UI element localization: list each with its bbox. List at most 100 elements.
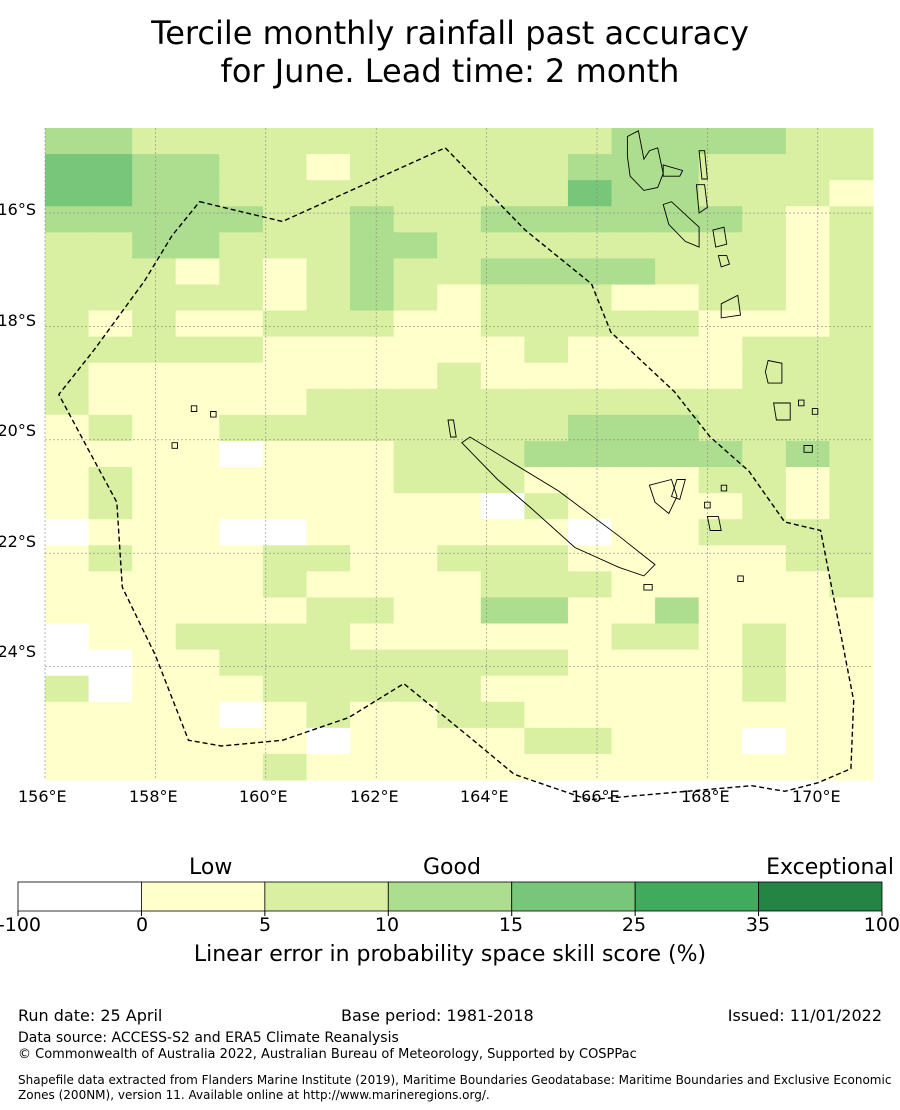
grid-cell <box>88 336 133 364</box>
grid-cell <box>175 753 220 781</box>
grid-cell <box>132 519 177 546</box>
grid-cell <box>393 440 438 468</box>
grid-cell <box>393 180 438 207</box>
grid-cell <box>306 571 351 598</box>
grid-cell <box>742 649 787 677</box>
grid-cell <box>655 597 700 625</box>
island-outline <box>773 402 791 421</box>
grid-cell <box>524 128 569 155</box>
grid-cell <box>655 206 700 233</box>
grid-cell <box>219 180 264 207</box>
grid-cell <box>350 232 395 259</box>
grid-cell <box>742 154 787 181</box>
grid-cell <box>88 675 133 703</box>
grid-cell <box>88 180 133 207</box>
grid-cell <box>567 206 613 233</box>
grid-cell <box>219 649 264 677</box>
grid-cell <box>393 571 438 598</box>
grid-cell <box>742 440 787 468</box>
grid-cell <box>524 545 569 572</box>
grid-cell <box>132 727 177 755</box>
grid-cell <box>45 232 90 259</box>
grid-cell <box>219 362 264 390</box>
grid-cell <box>480 128 525 155</box>
island-outline <box>190 405 198 412</box>
grid-cell <box>175 467 220 494</box>
grid-cell <box>175 649 220 677</box>
grid-cell <box>785 649 830 677</box>
grid-cell <box>393 519 438 546</box>
grid-cell <box>785 571 830 598</box>
grid-cell <box>698 493 743 520</box>
grid-cell <box>175 388 220 416</box>
data-source: Data source: ACCESS-S2 and ERA5 Climate … <box>18 1030 399 1046</box>
island-outline <box>648 478 678 515</box>
category-good: Good <box>423 855 481 880</box>
grid-cell <box>785 232 830 259</box>
grid-cell <box>219 284 264 312</box>
grid-cell <box>611 336 656 364</box>
grid-cell <box>219 336 264 364</box>
grid-cell <box>350 649 395 677</box>
grid-cell <box>567 467 613 494</box>
grid-cell <box>611 493 656 520</box>
grid-cell <box>742 388 787 416</box>
colorbar-segment <box>634 881 759 912</box>
grid-cell <box>262 675 307 703</box>
grid-cell <box>480 232 525 259</box>
cb-tick-5: 5 <box>258 914 272 936</box>
island-outline <box>662 201 700 248</box>
island-outline <box>720 294 742 319</box>
title-line-2: for June. Lead time: 2 month <box>220 52 680 90</box>
lat-tick-22: 22°S <box>0 532 36 551</box>
grid-cell <box>88 467 133 494</box>
grid-cell <box>785 623 830 651</box>
grid-cell <box>175 414 220 442</box>
grid-cell <box>567 440 613 468</box>
issued-date: Issued: 11/01/2022 <box>727 1006 882 1025</box>
grid-cell <box>829 597 874 625</box>
grid-cell <box>175 336 220 364</box>
grid-cell <box>437 284 482 312</box>
grid-cell <box>219 310 264 338</box>
grid-cell <box>393 154 438 181</box>
grid-cell <box>306 649 351 677</box>
grid-cell <box>219 388 264 416</box>
lon-tick-160: 160°E <box>239 787 288 806</box>
grid-cell <box>350 545 395 572</box>
grid-cell <box>262 154 307 181</box>
grid-cell <box>262 206 307 233</box>
grid-cell <box>437 649 482 677</box>
eez-boundary <box>57 146 855 801</box>
grid-cell <box>829 180 874 207</box>
grid-cell <box>611 414 656 442</box>
grid-cell <box>45 206 90 233</box>
grid-cell <box>306 388 351 416</box>
grid-cell <box>45 519 90 546</box>
grid-cell <box>480 154 525 181</box>
grid-cell <box>829 545 874 572</box>
grid-cell <box>698 258 743 285</box>
grid-cell <box>262 597 307 625</box>
grid-cell <box>829 362 874 390</box>
grid-cell <box>567 545 613 572</box>
island-outline <box>447 419 457 438</box>
grid-cell <box>45 467 90 494</box>
island-outline <box>803 445 813 453</box>
grid-cell <box>611 597 656 625</box>
grid-cell <box>480 623 525 651</box>
grid-cell <box>524 388 569 416</box>
grid-cell <box>219 493 264 520</box>
grid-cell <box>45 258 90 285</box>
grid-cell <box>175 440 220 468</box>
grid-cell <box>88 597 133 625</box>
grid-cell <box>88 753 133 781</box>
grid-cell <box>132 571 177 598</box>
grid-cell <box>175 154 220 181</box>
grid-cell <box>742 519 787 546</box>
grid-cell <box>350 701 395 729</box>
grid-cell <box>524 675 569 703</box>
island-outline <box>704 501 711 509</box>
grid-cell <box>219 232 264 259</box>
